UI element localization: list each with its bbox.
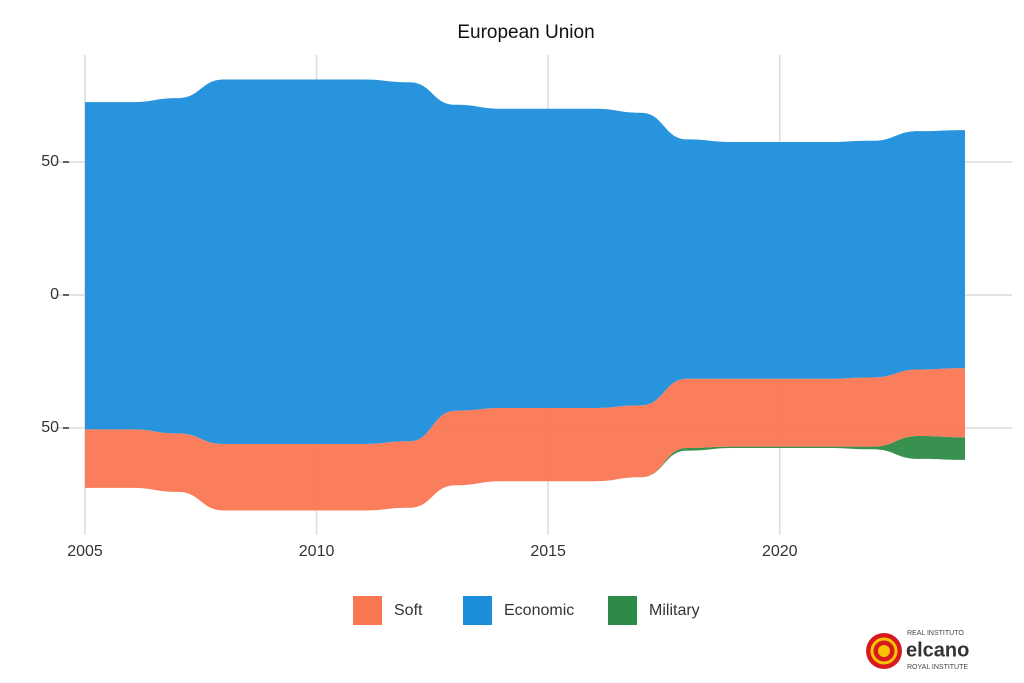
- chart-title: European Union: [457, 22, 594, 43]
- x-tick-label: 2020: [762, 543, 798, 560]
- x-tick-label: 2015: [530, 543, 566, 560]
- stream-area: [85, 368, 965, 511]
- x-tick-label: 2010: [299, 543, 335, 560]
- y-tick-label: 50: [41, 153, 59, 170]
- logo-core: [878, 645, 890, 657]
- legend-swatch: [463, 596, 492, 625]
- legend-label: Soft: [394, 602, 423, 619]
- y-tick-label: 0: [50, 286, 59, 303]
- y-tick-label: 50: [41, 419, 59, 436]
- legend-swatch: [608, 596, 637, 625]
- legend-swatch: [353, 596, 382, 625]
- legend-label: Economic: [504, 602, 574, 619]
- logo: REAL INSTITUTO elcano ROYAL INSTITUTE: [866, 630, 969, 671]
- logo-ring: [870, 637, 898, 665]
- logo-name: elcano: [906, 639, 969, 661]
- logo-text: ROYAL INSTITUTE: [907, 664, 968, 671]
- logo-text: REAL INSTITUTO: [907, 630, 964, 637]
- legend-label: Military: [649, 602, 700, 619]
- x-tick-label: 2005: [67, 543, 103, 560]
- stream-area: [85, 79, 965, 444]
